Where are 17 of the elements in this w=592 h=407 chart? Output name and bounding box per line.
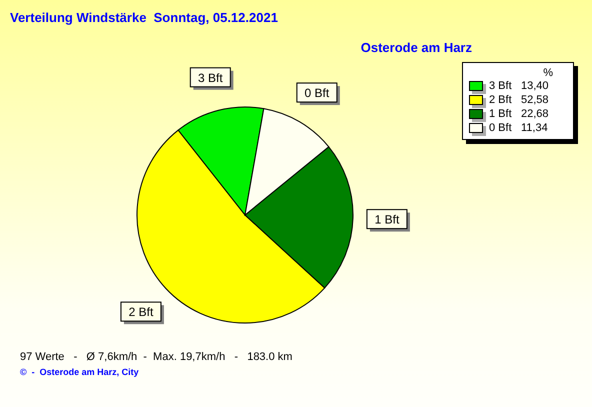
- chart-subtitle: Osterode am Harz: [360, 40, 472, 55]
- text: 97 Werte - Ø 7,6km/h - Max. 19,7km/h - 183.0 km: [20, 351, 292, 363]
- slice-label: 2 Bft: [128, 305, 154, 320]
- legend-label: 3 Bft: [489, 80, 513, 92]
- legend-label: 1 Bft: [489, 108, 513, 120]
- slice-label: 3 Bft: [198, 70, 224, 85]
- chart-title: Verteilung Windstärke Sonntag, 05.12.2021: [10, 10, 278, 25]
- slice-label: 0 Bft: [304, 86, 330, 100]
- data-label: 22,68: [521, 108, 549, 120]
- data-label: 52,58: [521, 94, 549, 106]
- text: © - Osterode am Harz, City: [20, 367, 139, 377]
- legend-title: %: [542, 67, 553, 79]
- legend-label: 2 Bft: [489, 94, 513, 106]
- legend-label: 0 Bft: [489, 122, 513, 134]
- slice-label: 1 Bft: [374, 212, 400, 227]
- data-label: 11,34: [521, 122, 548, 134]
- data-label: 13,40: [521, 80, 549, 92]
